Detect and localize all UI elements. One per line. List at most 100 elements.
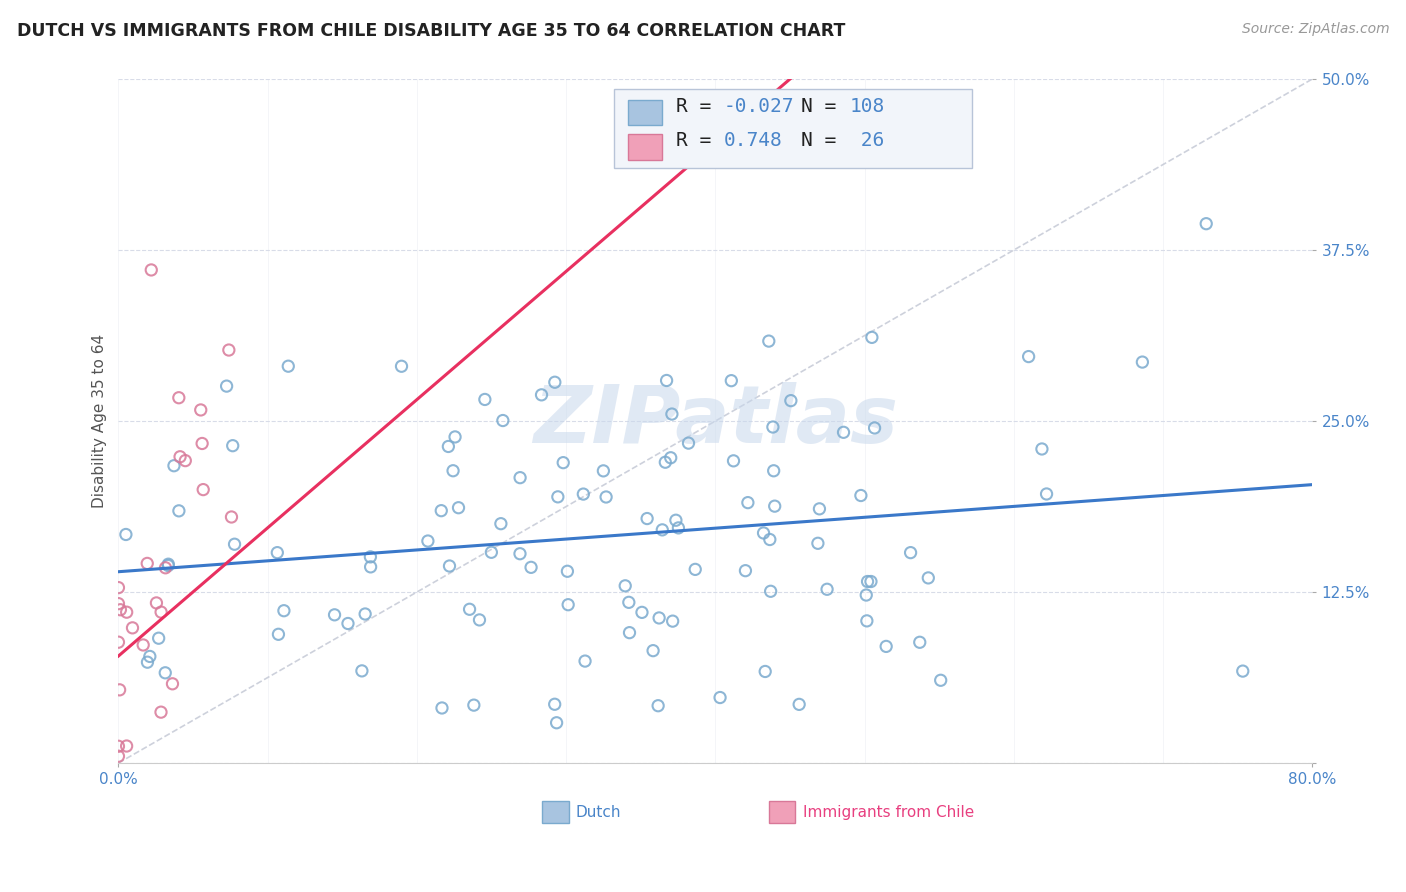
Point <box>762 464 785 478</box>
Point <box>132 638 155 652</box>
Point <box>1035 487 1057 501</box>
Text: R =: R = <box>676 96 723 115</box>
Point <box>617 595 640 609</box>
Point <box>107 739 129 754</box>
Point <box>553 456 575 470</box>
Point <box>360 560 382 574</box>
Point <box>444 430 467 444</box>
Point <box>737 495 759 509</box>
Point <box>647 698 669 713</box>
Point <box>150 705 173 719</box>
Point <box>832 425 855 440</box>
Point <box>155 561 177 575</box>
Point <box>437 440 460 454</box>
Point <box>787 698 810 712</box>
Point <box>354 607 377 621</box>
Point <box>752 526 775 541</box>
Point <box>463 698 485 713</box>
Point <box>900 546 922 560</box>
Point <box>458 602 481 616</box>
Point <box>759 533 782 547</box>
Point <box>193 483 215 497</box>
Point <box>350 664 373 678</box>
Point <box>547 490 569 504</box>
Point <box>167 391 190 405</box>
Point <box>859 574 882 589</box>
Point <box>758 334 780 348</box>
Point <box>391 359 413 374</box>
Point <box>734 564 756 578</box>
Point <box>530 388 553 402</box>
Point <box>190 403 212 417</box>
Point <box>441 464 464 478</box>
Text: 26: 26 <box>849 131 884 150</box>
Point <box>614 579 637 593</box>
Point <box>474 392 496 407</box>
Point <box>155 665 177 680</box>
Point <box>860 330 883 344</box>
Point <box>224 537 246 551</box>
Point <box>107 635 129 649</box>
Point <box>636 511 658 525</box>
Point <box>720 374 742 388</box>
Point <box>544 698 567 712</box>
Point <box>439 559 461 574</box>
Point <box>557 564 579 578</box>
Point <box>163 458 186 473</box>
Point <box>447 500 470 515</box>
FancyBboxPatch shape <box>769 801 796 823</box>
Point <box>544 376 567 390</box>
FancyBboxPatch shape <box>628 134 662 160</box>
Point <box>572 487 595 501</box>
Text: N =: N = <box>801 131 848 150</box>
Point <box>136 655 159 669</box>
Point <box>856 574 879 589</box>
Point <box>815 582 838 597</box>
Point <box>108 682 131 697</box>
Point <box>917 571 939 585</box>
Point <box>759 584 782 599</box>
Point <box>808 501 831 516</box>
Point <box>661 407 683 421</box>
Point <box>145 596 167 610</box>
Y-axis label: Disability Age 35 to 64: Disability Age 35 to 64 <box>93 334 107 508</box>
Point <box>678 436 700 450</box>
Point <box>557 598 579 612</box>
Text: N =: N = <box>801 96 848 115</box>
Point <box>856 614 879 628</box>
Point <box>136 557 159 571</box>
Point <box>655 374 678 388</box>
Point <box>1132 355 1154 369</box>
Point <box>762 420 785 434</box>
Point <box>489 516 512 531</box>
Point <box>668 521 690 535</box>
Point <box>509 471 531 485</box>
Point <box>162 677 184 691</box>
Point <box>359 549 381 564</box>
Point <box>754 665 776 679</box>
Point <box>643 643 665 657</box>
Point <box>107 597 129 611</box>
Point <box>215 379 238 393</box>
Point <box>191 436 214 450</box>
Point <box>107 581 129 595</box>
Point <box>709 690 731 705</box>
Point <box>908 635 931 649</box>
Point <box>468 613 491 627</box>
Point <box>336 616 359 631</box>
Point <box>430 701 453 715</box>
Point <box>855 588 877 602</box>
Text: Source: ZipAtlas.com: Source: ZipAtlas.com <box>1241 22 1389 37</box>
Point <box>174 453 197 467</box>
Point <box>631 606 654 620</box>
Point <box>807 536 830 550</box>
Point <box>167 504 190 518</box>
Point <box>139 649 162 664</box>
Point <box>479 545 502 559</box>
Point <box>779 393 801 408</box>
Point <box>323 607 346 622</box>
Point <box>654 455 676 469</box>
Point <box>683 562 706 576</box>
Point <box>1031 442 1053 456</box>
Point <box>661 614 683 628</box>
